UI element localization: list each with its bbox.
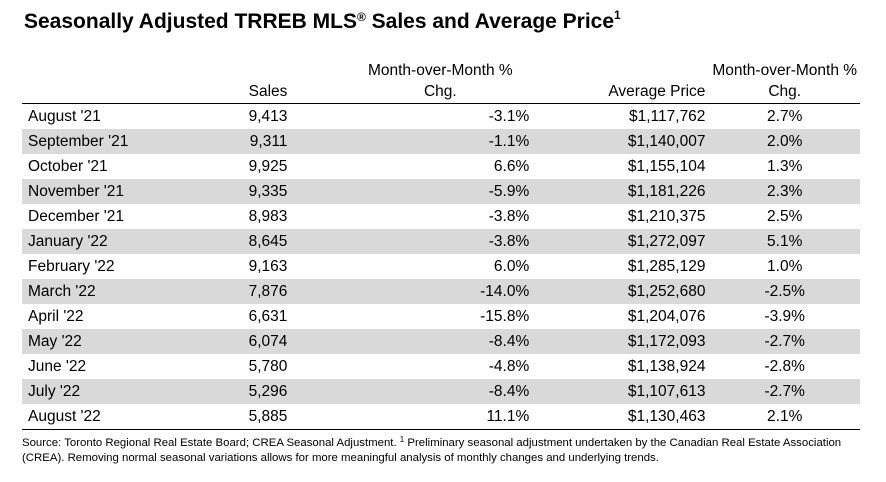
cell-mom-sales: -3.8% [291, 229, 536, 254]
cell-mom-sales: -14.0% [291, 279, 536, 304]
cell-mom-price: 2.5% [767, 208, 803, 225]
cell-average-price: $1,285,129 [627, 258, 706, 275]
cell-average-price: $1,155,104 [627, 158, 706, 175]
cell-month: January '22 [22, 229, 197, 254]
cell-sales: 5,780 [248, 358, 288, 375]
cell-average-price: $1,117,762 [629, 108, 706, 125]
cell-month: May '22 [22, 329, 197, 354]
cell-sales: 6,631 [248, 308, 288, 325]
cell-month: February '22 [28, 258, 115, 275]
cell-average-price: $1,138,924 [627, 358, 706, 375]
table-row: December '21 8,983 -3.8% $1,210,375 2.5% [22, 204, 860, 229]
cell-month: August '21 [28, 108, 101, 125]
table-row: February '22 9,163 6.0% $1,285,129 1.0% [22, 254, 860, 279]
cell-mom-sales: -4.8% [488, 358, 530, 375]
cell-month: August '22 [22, 404, 197, 430]
cell-sales: 9,311 [196, 129, 292, 154]
cell-sales: 8,983 [248, 208, 288, 225]
cell-mom-price: 1.3% [767, 158, 803, 175]
cell-mom-price: -2.8% [764, 358, 805, 375]
cell-mom-price: 2.7% [767, 108, 803, 125]
footnote-mark: 1 [399, 435, 405, 444]
cell-mom-sales: -8.4% [291, 329, 536, 354]
cell-sales: 9,925 [248, 158, 288, 175]
cell-month: April '22 [28, 308, 84, 325]
cell-sales: 7,876 [196, 279, 292, 304]
cell-sales: 5,296 [196, 379, 292, 404]
title-suffix: Sales and Average Price [365, 10, 615, 33]
table-header: Sales Month-over-Month % Chg. Average Pr… [22, 58, 860, 104]
cell-sales: 9,413 [248, 108, 288, 125]
cell-sales: 9,335 [196, 179, 292, 204]
footnote-text: Preliminary seasonal adjustment undertak… [22, 437, 842, 464]
registered-mark: ® [356, 10, 366, 24]
title-footnote-mark: 1 [614, 8, 621, 22]
cell-mom-price: 5.1% [709, 229, 860, 254]
sales-price-table: Sales Month-over-Month % Chg. Average Pr… [22, 58, 860, 430]
cell-mom-price: -2.7% [709, 379, 860, 404]
cell-sales: 5,885 [196, 404, 292, 430]
cell-mom-price: -2.7% [709, 329, 860, 354]
table-row: November '21 9,335 -5.9% $1,181,226 2.3% [22, 179, 860, 204]
cell-mom-price: 2.1% [709, 404, 860, 430]
cell-month: November '21 [22, 179, 197, 204]
table-row: March '22 7,876 -14.0% $1,252,680 -2.5% [22, 279, 860, 304]
cell-average-price: $1,140,007 [535, 129, 710, 154]
cell-mom-price: -3.9% [764, 308, 805, 325]
header-month [22, 58, 197, 104]
cell-average-price: $1,181,226 [535, 179, 710, 204]
cell-month: October '21 [28, 158, 108, 175]
cell-average-price: $1,172,093 [535, 329, 710, 354]
cell-average-price: $1,204,076 [627, 308, 706, 325]
table-row: April '22 6,631 -15.8% $1,204,076 -3.9% [22, 304, 860, 329]
cell-mom-price: 1.0% [767, 258, 803, 275]
cell-month: July '22 [22, 379, 197, 404]
cell-average-price: $1,130,463 [535, 404, 710, 430]
cell-sales: 9,163 [248, 258, 288, 275]
table-row: September '21 9,311 -1.1% $1,140,007 2.0% [22, 129, 860, 154]
cell-mom-sales: 11.1% [291, 404, 536, 430]
header-average-price: Average Price [535, 58, 710, 104]
page-title: Seasonally Adjusted TRREB MLS® Sales and… [24, 8, 621, 34]
cell-mom-sales: -3.1% [488, 108, 530, 125]
cell-average-price: $1,210,375 [627, 208, 706, 225]
cell-sales: 8,645 [196, 229, 292, 254]
table-row: October '21 9,925 6.6% $1,155,104 1.3% [22, 154, 860, 179]
cell-mom-sales: 6.0% [493, 258, 530, 275]
cell-mom-sales: -5.9% [291, 179, 536, 204]
cell-month: December '21 [28, 208, 125, 225]
table-row: July '22 5,296 -8.4% $1,107,613 -2.7% [22, 379, 860, 404]
table-row: May '22 6,074 -8.4% $1,172,093 -2.7% [22, 329, 860, 354]
header-row: Sales Month-over-Month % Chg. Average Pr… [22, 58, 860, 104]
table-body: August '21 9,413 -3.1% $1,117,762 2.7% Septem… [22, 104, 860, 430]
cell-average-price: $1,107,613 [535, 379, 710, 404]
cell-mom-price: -2.5% [709, 279, 860, 304]
source-footnote: Source: Toronto Regional Real Estate Boa… [22, 432, 872, 466]
cell-average-price: $1,272,097 [535, 229, 710, 254]
cell-sales: 6,074 [196, 329, 292, 354]
cell-mom-sales: -3.8% [488, 208, 530, 225]
header-sales: Sales [196, 58, 292, 104]
cell-mom-sales: -15.8% [480, 308, 530, 325]
cell-month: September '21 [22, 129, 197, 154]
table-row: August '22 5,885 11.1% $1,130,463 2.1% [22, 404, 860, 430]
header-mom-sales: Month-over-Month % Chg. [291, 58, 536, 104]
cell-average-price: $1,252,680 [535, 279, 710, 304]
cell-mom-price: 2.0% [709, 129, 860, 154]
title-text: Seasonally Adjusted TRREB MLS [24, 10, 357, 33]
table-row: January '22 8,645 -3.8% $1,272,097 5.1% [22, 229, 860, 254]
cell-month: March '22 [22, 279, 197, 304]
cell-mom-sales: 6.6% [493, 158, 530, 175]
cell-mom-price: 2.3% [709, 179, 860, 204]
table-row: August '21 9,413 -3.1% $1,117,762 2.7% [22, 104, 860, 130]
header-mom-price: Month-over-Month % Chg. [709, 58, 860, 104]
cell-mom-sales: -8.4% [291, 379, 536, 404]
cell-month: June '22 [28, 358, 87, 375]
footnote-source: Source: Toronto Regional Real Estate Boa… [22, 437, 400, 449]
cell-mom-sales: -1.1% [291, 129, 536, 154]
table-row: June '22 5,780 -4.8% $1,138,924 -2.8% [22, 354, 860, 379]
